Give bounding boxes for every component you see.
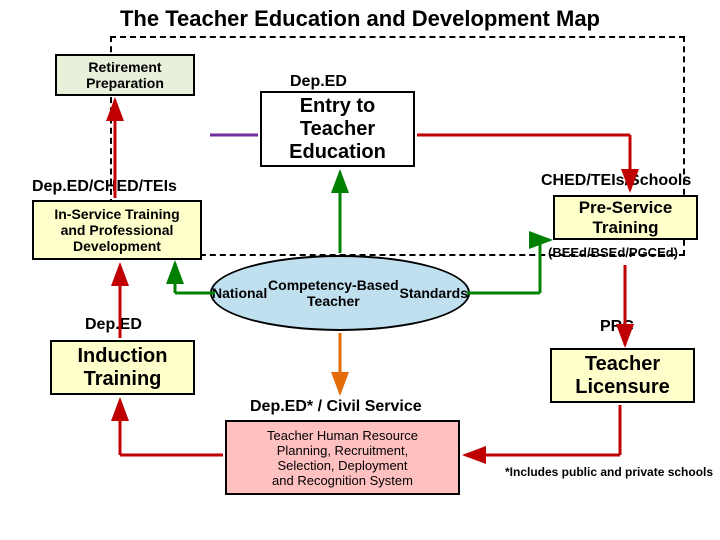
box-induction: InductionTraining	[50, 340, 195, 395]
label-deped-top: Dep.ED	[290, 73, 347, 91]
diagram-title: The Teacher Education and Development Ma…	[0, 6, 720, 32]
label-deped-left: Dep.ED	[85, 316, 142, 334]
label-prc: PRC	[600, 318, 634, 336]
box-retirement: RetirementPreparation	[55, 54, 195, 96]
box-licensure: TeacherLicensure	[550, 348, 695, 403]
label-deped-ched-teis: Dep.ED/CHED/TEIs	[32, 178, 177, 196]
box-preservice: Pre-ServiceTraining	[553, 195, 698, 240]
footnote: *Includes public and private schools	[505, 465, 713, 479]
box-hr: Teacher Human ResourcePlanning, Recruitm…	[225, 420, 460, 495]
box-entry: Entry toTeacherEducation	[260, 91, 415, 167]
ellipse-ncbts: NationalCompetency-Based TeacherStandard…	[210, 255, 470, 331]
label-degrees: (BEEd/BSEd/PGCEd)	[548, 245, 678, 260]
label-civil: Dep.ED* / Civil Service	[250, 398, 422, 416]
box-inservice: In-Service Trainingand ProfessionalDevel…	[32, 200, 202, 260]
label-ched-teis-schools: CHED/TEIs/Schools	[541, 172, 691, 190]
